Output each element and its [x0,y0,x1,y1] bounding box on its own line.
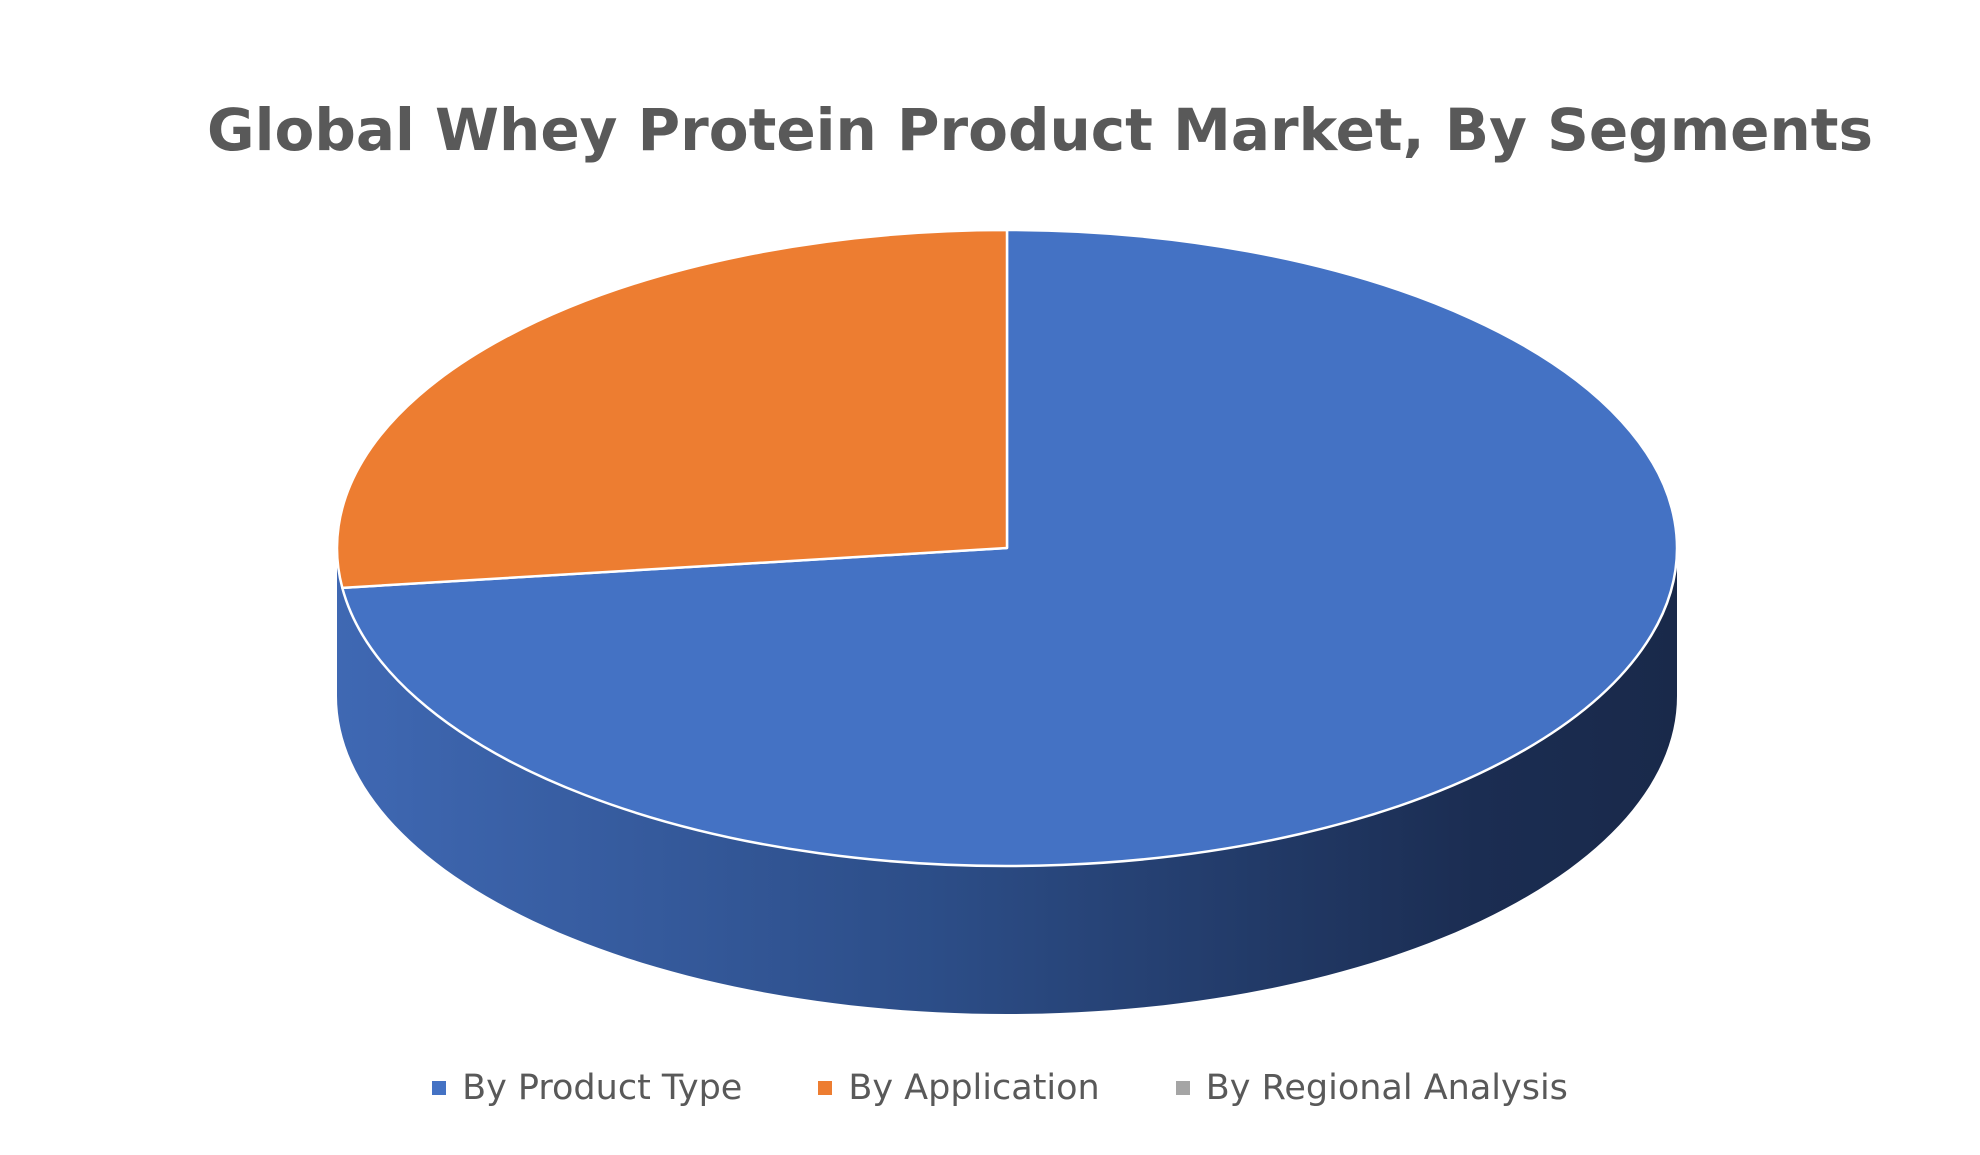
pie-slice-by-product-type [341,228,1679,868]
legend-label: By Regional Analysis [1205,1068,1568,1108]
legend: By Product Type By Application By Regional… [0,1068,1980,1108]
legend-item: By Regional Analysis [1175,1068,1568,1108]
pie-slice-by-application [335,228,1009,590]
legend-swatch [1175,1081,1190,1095]
pie-side-wall [337,548,1677,1014]
chart-title: Global Whey Protein Product Market, By S… [206,96,1874,164]
legend-item: By Application [818,1068,1100,1108]
legend-label: By Application [848,1068,1100,1108]
legend-swatch [818,1081,833,1095]
legend-label: By Product Type [462,1068,743,1108]
legend-item: By Product Type [432,1068,742,1108]
legend-swatch [432,1081,447,1095]
